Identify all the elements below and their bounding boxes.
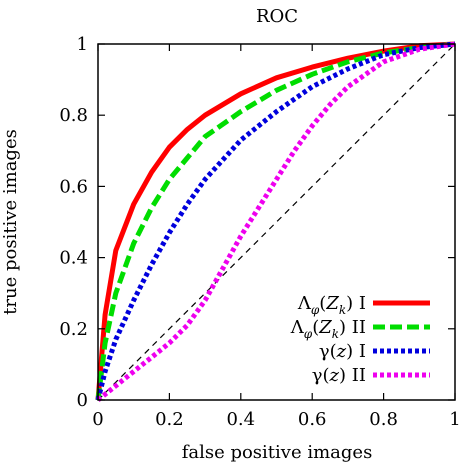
legend-label-3: γ(z) I — [319, 341, 366, 362]
y-tick-label: 1 — [77, 34, 88, 55]
y-tick-label: 0.2 — [59, 319, 88, 340]
series-line-2 — [95, 41, 456, 401]
y-tick-label: 0.4 — [59, 248, 88, 269]
series-layer — [95, 41, 456, 402]
x-tick-label: 1 — [449, 409, 460, 430]
series-line-3 — [95, 41, 456, 401]
series-line-4 — [96, 41, 456, 402]
x-axis-title: false positive images — [182, 442, 373, 463]
y-tick-label: 0 — [77, 390, 88, 411]
x-tick-label: 0.4 — [226, 409, 255, 430]
diagonal-reference-line — [97, 43, 456, 401]
y-tick-label: 0.8 — [59, 105, 88, 126]
y-axis-title: true positive images — [0, 129, 21, 315]
legend: Λφ(Zk) IΛφ(Zk) IIγ(z) I γ(z) II — [290, 293, 430, 386]
x-tick-label: 0.8 — [369, 409, 398, 430]
tick-layer: 0 0.2 0.4 0.6 0.8 1 0 0.2 0.4 0.6 0.8 1 — [59, 34, 460, 430]
x-tick-label: 0.6 — [298, 409, 327, 430]
legend-label-4: γ(z) II — [312, 365, 366, 386]
y-tick-label: 0.6 — [59, 176, 88, 197]
legend-label-2: Λφ(Zk) II — [290, 317, 366, 341]
chart-title: ROC — [256, 6, 298, 27]
reference-layer — [97, 43, 456, 401]
plot-frame — [97, 43, 456, 401]
x-tick-label: 0.2 — [155, 409, 184, 430]
legend-label-1: Λφ(Zk) I — [297, 293, 366, 317]
x-tick-label: 0 — [92, 409, 103, 430]
